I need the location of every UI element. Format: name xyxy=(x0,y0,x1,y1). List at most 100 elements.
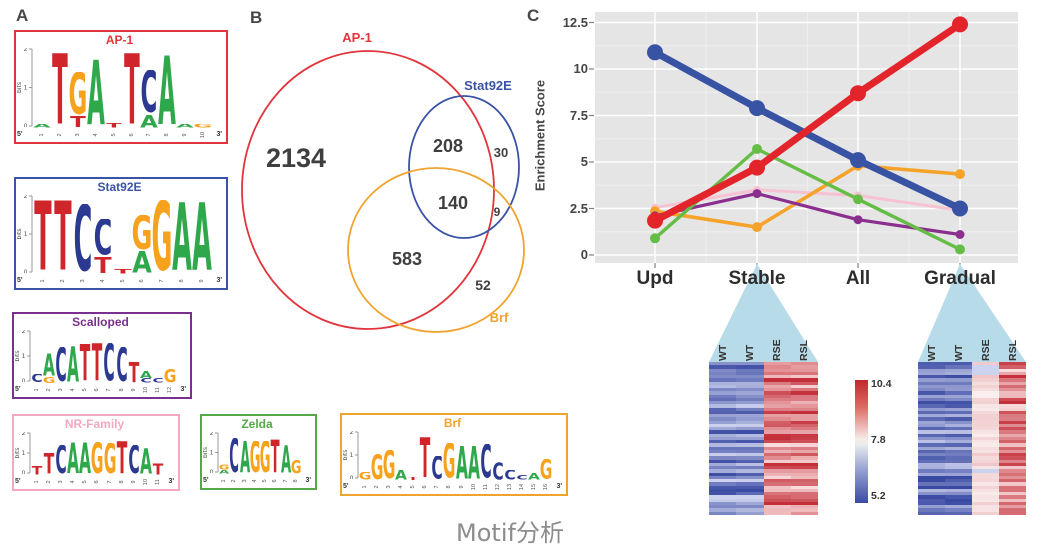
heatmap-cell xyxy=(736,414,764,418)
heatmap-row xyxy=(918,388,1026,392)
venn-count: 583 xyxy=(392,249,422,269)
heatmap-cell xyxy=(736,423,764,427)
logo-column: G xyxy=(359,431,371,480)
motif-title-brf: Brf xyxy=(443,416,462,430)
heatmap-row xyxy=(918,423,1026,427)
heatmap-row xyxy=(918,495,1026,499)
logo-position-number: 3 xyxy=(58,387,65,392)
heatmap-cell xyxy=(999,501,1026,505)
svg-text:A: A xyxy=(133,251,153,274)
heatmap-cell xyxy=(790,414,818,418)
heatmap-cell xyxy=(709,420,737,424)
heatmap-cell xyxy=(709,459,737,463)
logo-letter-A: A xyxy=(172,202,192,274)
heatmap-cell xyxy=(736,371,764,375)
logo-letter-C: C xyxy=(140,378,152,383)
heatmap-row xyxy=(709,479,818,483)
heatmap-row xyxy=(709,404,818,408)
heatmap-cell xyxy=(763,462,791,466)
logo-column: A xyxy=(456,431,468,481)
heatmap-cell xyxy=(736,462,764,466)
heatmap-cell xyxy=(918,488,945,492)
y-tick-label: 5 xyxy=(580,154,588,169)
logo-position-number: 2 xyxy=(46,479,53,484)
logo-position-number: 8 xyxy=(118,387,125,392)
logo-spacer xyxy=(176,330,186,383)
heatmap-cell xyxy=(999,440,1026,444)
logo-axis-wrap: 2 1 0 bits xyxy=(14,328,31,385)
heatmap-cell xyxy=(945,475,972,479)
heatmap-cell xyxy=(999,436,1026,440)
series-line-purple xyxy=(653,192,962,237)
motif-logo: 2 1 0 bits G A C A G G T A G xyxy=(202,430,311,476)
logo-column: G xyxy=(152,195,172,274)
logo-letter-T: T xyxy=(128,362,140,383)
heatmap-cell xyxy=(918,469,945,473)
panel-c-label: C xyxy=(527,6,540,25)
heatmap-cell xyxy=(945,443,972,447)
svg-text:A: A xyxy=(176,124,194,128)
svg-text:A: A xyxy=(87,59,105,128)
heatmap-cell xyxy=(736,394,764,398)
logo-column: C xyxy=(73,195,93,274)
heatmap-column-label-wt: WT xyxy=(925,344,938,361)
heatmap-cell xyxy=(918,365,945,369)
heatmap-cell xyxy=(736,440,764,444)
heatmap-cell xyxy=(945,508,972,512)
heatmap-cell xyxy=(945,410,972,414)
heatmap-cell xyxy=(790,466,818,470)
heatmap-cell xyxy=(736,388,764,392)
heatmap-cell xyxy=(763,449,791,453)
logo-column: C xyxy=(55,330,67,383)
three-prime-label: 3' xyxy=(305,477,311,484)
heatmap-row xyxy=(709,495,818,499)
logo-spacer xyxy=(212,48,222,128)
heatmap-cell xyxy=(945,495,972,499)
heatmap-stable xyxy=(709,362,818,515)
svg-text:2: 2 xyxy=(210,432,214,437)
logo-position-number: 5 xyxy=(110,132,117,137)
heatmap-cell xyxy=(790,407,818,411)
heatmap-row xyxy=(709,466,818,470)
logo-position-number: 7 xyxy=(434,484,441,489)
heatmap-cell xyxy=(790,459,818,463)
heatmap-cell xyxy=(763,391,791,395)
heatmap-cell xyxy=(918,443,945,447)
heatmap-row xyxy=(709,508,818,512)
logo-letter-G: G xyxy=(91,442,103,475)
heatmap-cell xyxy=(972,475,999,479)
heatmap-cell xyxy=(709,381,737,385)
y-tick-label: 12.5 xyxy=(562,14,588,30)
colorbar-mid-label: 7.8 xyxy=(871,434,886,446)
logo-column: T xyxy=(91,330,103,383)
colorbar-gradient-icon xyxy=(855,380,868,503)
heatmap-cell xyxy=(709,479,737,483)
heatmap-cell xyxy=(918,508,945,512)
heatmap-cell xyxy=(763,511,791,515)
heatmap-cell xyxy=(918,391,945,395)
heatmap-cell xyxy=(790,368,818,372)
heatmap-cell xyxy=(945,397,972,401)
heatmap-cell xyxy=(790,384,818,388)
heatmap-cell xyxy=(918,384,945,388)
heatmap-cell xyxy=(763,446,791,450)
heatmap-cell xyxy=(790,397,818,401)
heatmap-cell xyxy=(972,371,999,375)
svg-text:C: C xyxy=(140,378,151,383)
logo-column: A xyxy=(240,432,250,474)
svg-text:T: T xyxy=(52,53,68,128)
x-category-label-stable: Stable xyxy=(728,268,786,289)
heatmap-cell xyxy=(790,410,818,414)
heatmap-cell xyxy=(972,417,999,421)
heatmap-row xyxy=(709,417,818,421)
heatmap-row xyxy=(918,368,1026,372)
heatmap-cell xyxy=(999,449,1026,453)
logo-letter-A: A xyxy=(468,446,480,481)
logo-position-number: 8 xyxy=(446,484,453,489)
heatmap-cell xyxy=(918,459,945,463)
heatmap-cell xyxy=(763,436,791,440)
heatmap-cell xyxy=(763,368,791,372)
heatmap-cell xyxy=(763,378,791,382)
svg-text:C: C xyxy=(73,204,92,274)
